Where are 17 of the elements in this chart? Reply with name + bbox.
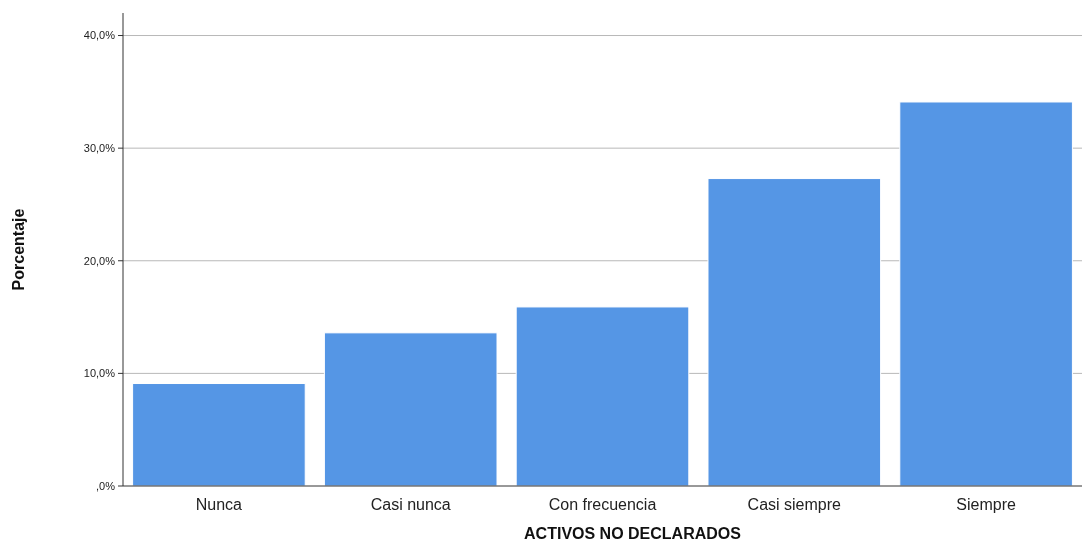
y-tick-label: 10,0% (83, 367, 116, 380)
bar (323, 332, 498, 487)
x-tick-label: Nunca (195, 496, 243, 513)
x-tick-label: Con frecuencia (548, 496, 657, 513)
x-tick-label: Casi siempre (747, 496, 842, 513)
y-tick-label: 20,0% (83, 254, 116, 267)
y-tick-label: 40,0% (83, 29, 116, 42)
bar (515, 306, 690, 487)
x-tick-label: Siempre (956, 496, 1016, 513)
x-axis-title: ACTIVOS NO DECLARADOS (524, 525, 742, 542)
bar (132, 383, 306, 487)
x-tick-label: Casi nunca (370, 496, 451, 513)
bar (707, 178, 882, 487)
y-tick-label: ,0% (96, 479, 116, 492)
bar (899, 101, 1073, 487)
y-tick-label: 30,0% (83, 141, 116, 154)
y-axis-title: Porcentaje (10, 208, 27, 291)
